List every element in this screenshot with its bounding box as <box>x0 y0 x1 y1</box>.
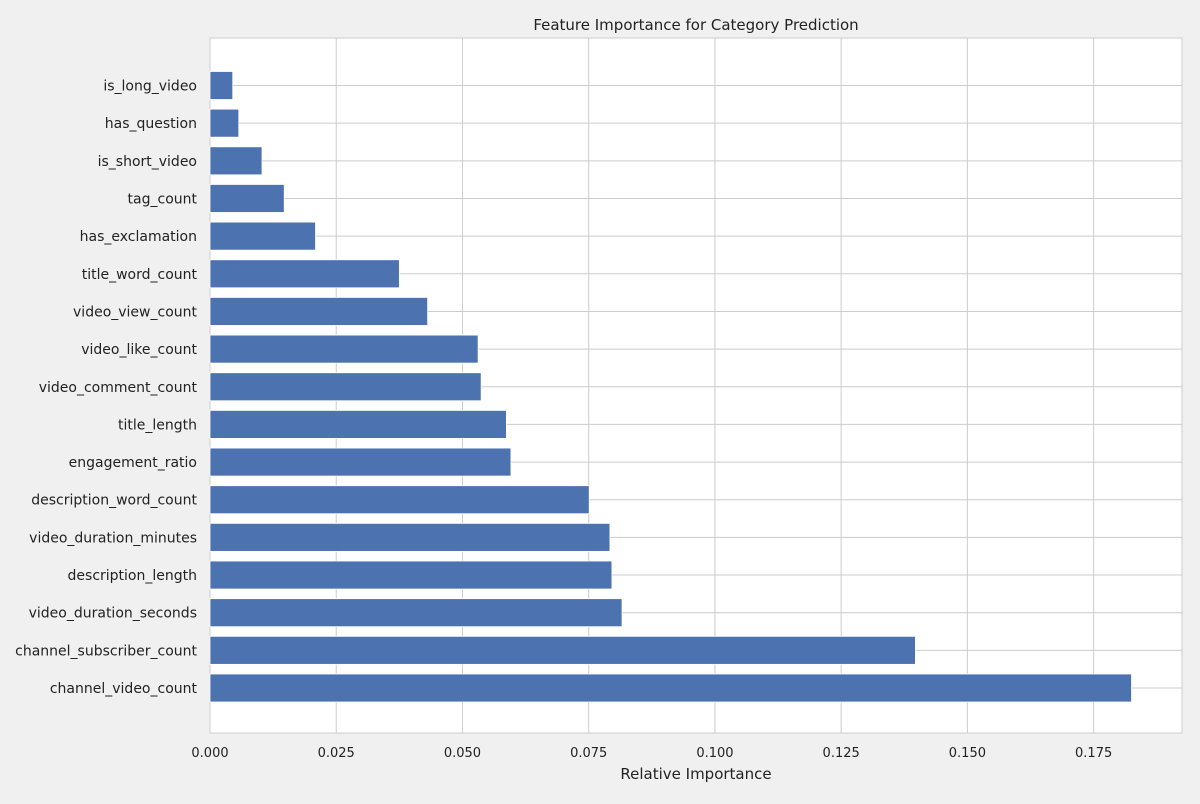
y-tick-label: description_length <box>68 568 197 584</box>
bar-channel-subscriber-count <box>209 635 916 665</box>
bar-video-view-count <box>209 297 429 326</box>
bar-tag-count <box>209 184 285 213</box>
y-tick-label: has_question <box>105 116 197 132</box>
x-tick-label: 0.125 <box>823 746 860 761</box>
x-tick-label: 0.175 <box>1075 746 1112 761</box>
bar-is-long-video <box>209 71 234 100</box>
y-tick-label: description_word_count <box>31 493 197 509</box>
x-tick-label: 0.150 <box>949 746 986 761</box>
y-tick-label: has_exclamation <box>80 229 197 245</box>
x-tick-label: 0.025 <box>318 746 355 761</box>
y-tick-label: video_duration_seconds <box>29 606 197 622</box>
bar-video-duration-minutes <box>209 522 611 552</box>
y-tick-label: title_length <box>118 417 197 433</box>
bar-has-exclamation <box>209 221 316 251</box>
bar-engagement-ratio <box>209 447 512 477</box>
y-tick-label: title_word_count <box>82 267 198 283</box>
x-axis-label: Relative Importance <box>620 765 771 783</box>
bar-video-like-count <box>209 334 479 364</box>
bar-description-word-count <box>209 485 590 515</box>
x-tick-label: 0.100 <box>696 746 733 761</box>
bar-has-question <box>209 108 240 138</box>
x-tick-label: 0.050 <box>444 746 481 761</box>
y-tick-label: video_duration_minutes <box>29 530 197 546</box>
y-tick-label: video_comment_count <box>39 380 198 396</box>
y-tick-label: channel_video_count <box>50 681 198 697</box>
bar-video-comment-count <box>209 372 482 402</box>
bars <box>209 71 1132 703</box>
bar-description-length <box>209 560 613 590</box>
chart-title: Feature Importance for Category Predicti… <box>533 16 858 34</box>
bar-title-length <box>209 410 507 439</box>
y-tick-label: channel_subscriber_count <box>15 643 197 659</box>
x-tick-labels: 0.000 0.025 0.050 0.075 0.100 0.125 0.150 0.175 <box>191 746 1112 761</box>
bar-channel-video-count <box>209 673 1132 703</box>
y-tick-label: video_like_count <box>81 342 197 358</box>
y-tick-label: video_view_count <box>73 304 197 320</box>
y-tick-label: tag_count <box>128 191 198 207</box>
x-tick-label: 0.000 <box>191 746 228 761</box>
bar-title-word-count <box>209 259 400 289</box>
x-tick-label: 0.075 <box>570 746 607 761</box>
y-tick-labels: is_long_video has_question is_short_videot… <box>15 79 197 698</box>
bar-video-duration-seconds <box>209 598 623 628</box>
y-tick-label: engagement_ratio <box>69 455 197 471</box>
y-tick-label: is_short_video <box>98 154 197 170</box>
y-tick-label: is_long_video <box>103 79 197 95</box>
bar-is-short-video <box>209 146 263 176</box>
